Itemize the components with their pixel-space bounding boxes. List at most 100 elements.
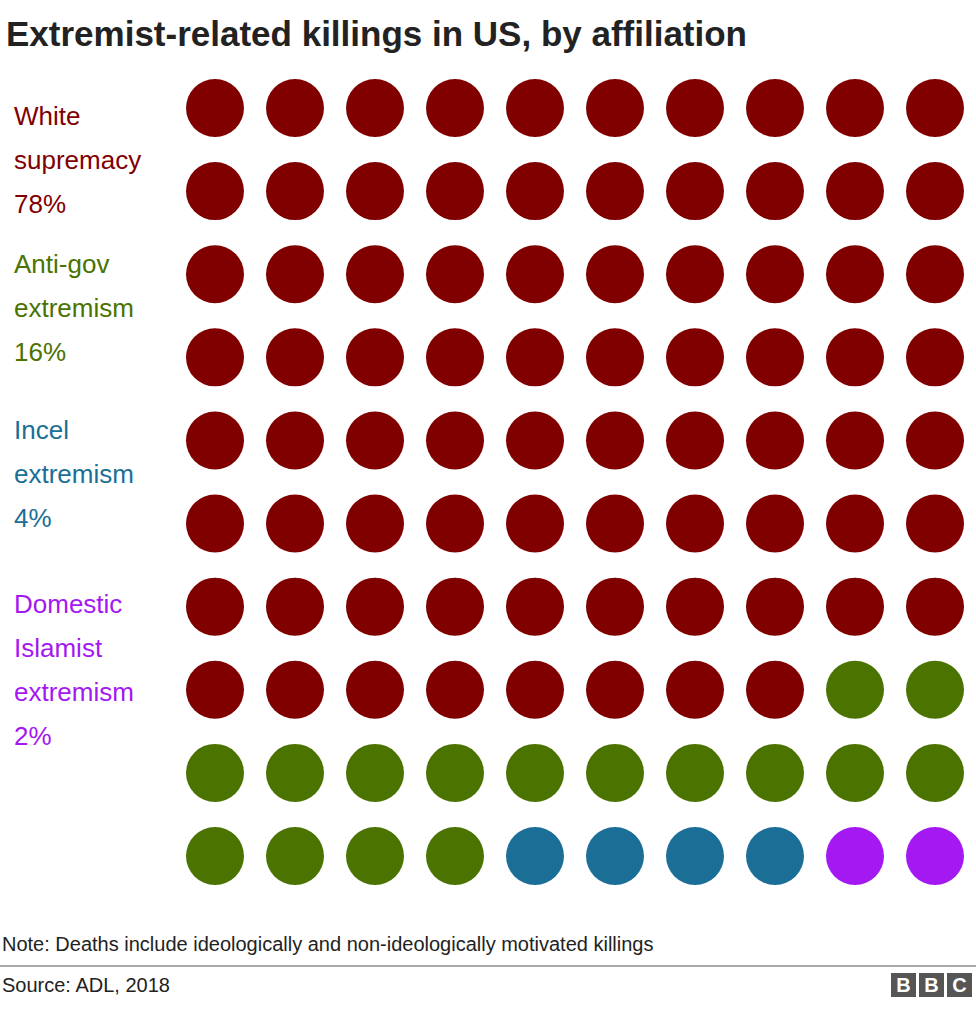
dot bbox=[426, 245, 484, 303]
dot bbox=[826, 827, 884, 885]
dot bbox=[826, 578, 884, 636]
logo-letter: C bbox=[952, 974, 966, 996]
dot bbox=[666, 245, 724, 303]
dot bbox=[506, 744, 564, 802]
dot bbox=[506, 162, 564, 220]
dot bbox=[266, 744, 324, 802]
dot bbox=[826, 661, 884, 719]
dot bbox=[666, 411, 724, 469]
logo-box bbox=[919, 973, 944, 997]
dot bbox=[586, 578, 644, 636]
dot bbox=[266, 827, 324, 885]
dot bbox=[266, 578, 324, 636]
category-label-line: extremism bbox=[14, 677, 134, 707]
category-label-line: Incel bbox=[14, 415, 69, 445]
source: Source: ADL, 2018 bbox=[2, 974, 170, 996]
dot bbox=[906, 79, 964, 137]
dot bbox=[186, 162, 244, 220]
dot bbox=[666, 827, 724, 885]
dot bbox=[906, 495, 964, 553]
dot bbox=[186, 495, 244, 553]
category-label: DomesticIslamistextremism bbox=[14, 589, 134, 707]
logo-box bbox=[891, 973, 916, 997]
dot bbox=[666, 328, 724, 386]
dot bbox=[186, 827, 244, 885]
logo: BBC bbox=[891, 973, 972, 997]
dot bbox=[426, 162, 484, 220]
logo-box bbox=[947, 973, 972, 997]
dot bbox=[746, 162, 804, 220]
category-label: Anti-gov extremism bbox=[14, 249, 134, 323]
dot bbox=[746, 79, 804, 137]
dot bbox=[586, 744, 644, 802]
dot bbox=[506, 578, 564, 636]
dot bbox=[506, 79, 564, 137]
dot bbox=[266, 661, 324, 719]
dot bbox=[666, 162, 724, 220]
category-label: Incel extremism bbox=[14, 415, 134, 489]
dot bbox=[746, 495, 804, 553]
dot bbox=[586, 328, 644, 386]
dot bbox=[426, 411, 484, 469]
category-label-line: Domestic bbox=[14, 589, 122, 619]
dot bbox=[746, 328, 804, 386]
dots bbox=[186, 79, 964, 885]
dot bbox=[906, 827, 964, 885]
dot bbox=[826, 328, 884, 386]
dot bbox=[186, 328, 244, 386]
dot bbox=[266, 328, 324, 386]
dot bbox=[586, 245, 644, 303]
dot bbox=[426, 79, 484, 137]
dot bbox=[746, 245, 804, 303]
dot bbox=[346, 79, 404, 137]
dot bbox=[346, 328, 404, 386]
value-label: 2% bbox=[14, 721, 52, 751]
value-label: 78% bbox=[14, 189, 66, 219]
dot bbox=[266, 411, 324, 469]
dot bbox=[346, 411, 404, 469]
dot bbox=[906, 744, 964, 802]
dot bbox=[906, 578, 964, 636]
dot bbox=[826, 79, 884, 137]
dot bbox=[266, 245, 324, 303]
dot bbox=[506, 411, 564, 469]
dot bbox=[506, 245, 564, 303]
dot bbox=[906, 661, 964, 719]
divider bbox=[0, 966, 976, 967]
dot bbox=[346, 495, 404, 553]
dot bbox=[426, 661, 484, 719]
dot bbox=[826, 744, 884, 802]
category-label-line: extremism bbox=[14, 459, 134, 489]
dot bbox=[266, 495, 324, 553]
logo-letter: B bbox=[896, 974, 910, 996]
dot bbox=[346, 162, 404, 220]
dot bbox=[906, 162, 964, 220]
dot bbox=[266, 162, 324, 220]
dot bbox=[906, 328, 964, 386]
category-label-line: Anti-gov bbox=[14, 249, 109, 279]
category-label-line: extremism bbox=[14, 293, 134, 323]
dot bbox=[586, 162, 644, 220]
dot bbox=[746, 827, 804, 885]
dot bbox=[826, 162, 884, 220]
dot bbox=[586, 495, 644, 553]
dot bbox=[426, 827, 484, 885]
category-label: Whitesupremacy bbox=[14, 101, 141, 175]
dot bbox=[186, 744, 244, 802]
dot bbox=[826, 495, 884, 553]
dot bbox=[186, 411, 244, 469]
dot bbox=[906, 411, 964, 469]
dot bbox=[586, 827, 644, 885]
dot bbox=[346, 744, 404, 802]
dot bbox=[426, 328, 484, 386]
value-label: 4% bbox=[14, 503, 52, 533]
dot bbox=[506, 328, 564, 386]
category-label-line: White bbox=[14, 101, 80, 131]
dot bbox=[746, 744, 804, 802]
logo-letter: B bbox=[924, 974, 938, 996]
dot bbox=[586, 411, 644, 469]
dot bbox=[666, 578, 724, 636]
dot bbox=[746, 661, 804, 719]
dot bbox=[266, 79, 324, 137]
title: Extremist-related killings in US, by aff… bbox=[6, 14, 747, 53]
